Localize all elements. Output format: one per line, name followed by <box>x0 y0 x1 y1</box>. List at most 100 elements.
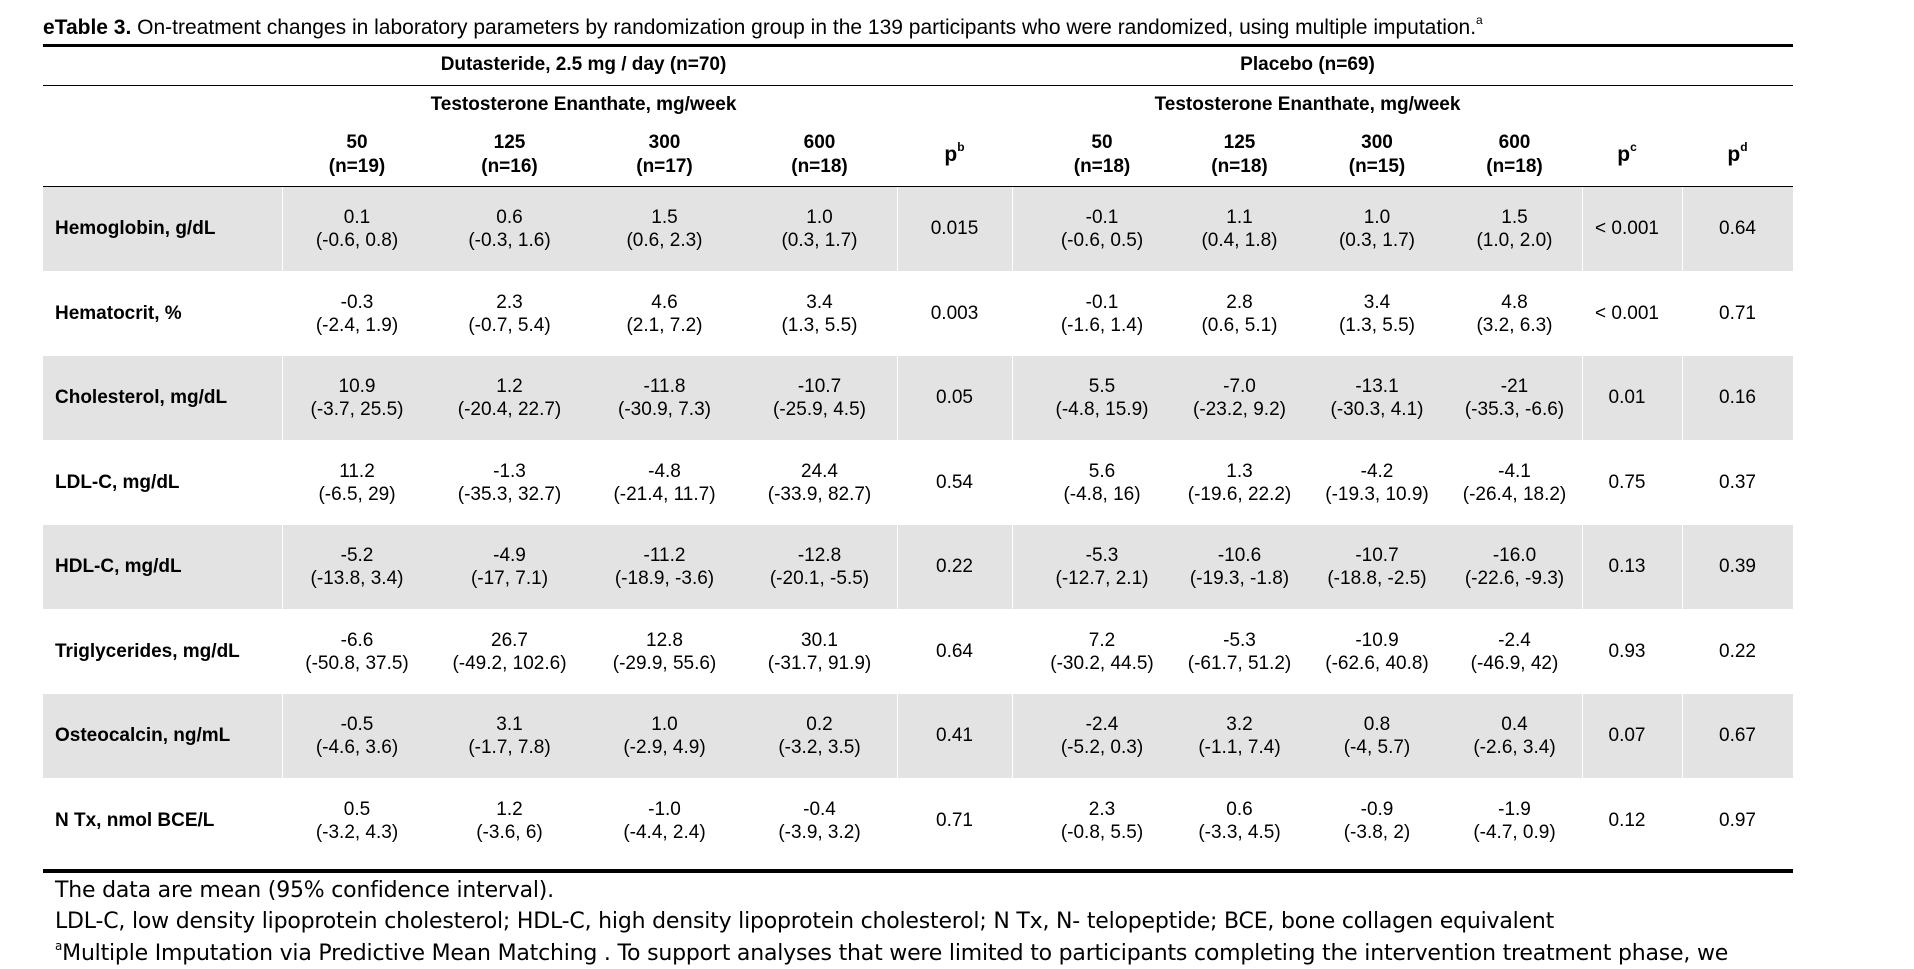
confidence-interval: (-0.7, 5.4) <box>468 314 551 336</box>
mean-value: -0.1 <box>1085 291 1119 313</box>
footnote-a-mark: a <box>55 939 63 953</box>
column-divider <box>897 778 898 863</box>
confidence-interval: (-12.7, 2.1) <box>1055 568 1149 589</box>
row-label: HDL-C, mg/dL <box>55 556 182 577</box>
confidence-interval: (-3.7, 25.5) <box>310 399 404 420</box>
confidence-interval: (-1.1, 7.4) <box>1198 737 1281 758</box>
placebo-125-cell: 1.1 (0.4, 1.8) <box>1172 187 1307 271</box>
p-b-cell: 0.015 <box>930 218 979 239</box>
mean-value: 1.1 <box>1226 207 1253 228</box>
p-c-cell: < 0.001 <box>1595 218 1659 239</box>
confidence-interval: (-50.8, 37.5) <box>305 652 409 674</box>
mean-value: 3.4 <box>1363 291 1391 313</box>
confidence-interval: (-3.8, 2) <box>1343 821 1411 843</box>
mean-value: 4.8 <box>1501 291 1528 313</box>
mean-value: -4.9 <box>493 545 526 566</box>
table-title-footnote-mark: a <box>1476 13 1483 27</box>
confidence-interval: (-62.6, 40.8) <box>1325 652 1429 674</box>
confidence-interval: (-35.3, 32.7) <box>457 483 562 505</box>
placebo-50-cell: -0.1 (-0.6, 0.5) <box>1032 187 1172 271</box>
mean-value: 2.3 <box>1088 798 1116 820</box>
confidence-interval: (-4.7, 0.9) <box>1473 821 1556 843</box>
column-divider <box>897 694 898 778</box>
dutasteride-125-cell: 0.6 (-0.3, 1.6) <box>432 187 587 271</box>
mean-value: 24.4 <box>801 460 838 482</box>
mean-value: -13.1 <box>1355 376 1399 397</box>
confidence-interval: (-18.8, -2.5) <box>1327 568 1427 589</box>
dutasteride-600-cell: 0.2 (-3.2, 3.5) <box>742 694 897 778</box>
mean-value: -7.0 <box>1223 376 1256 397</box>
mean-value: 4.6 <box>651 291 678 313</box>
mean-value: 12.8 <box>646 629 683 651</box>
column-divider <box>1682 778 1683 863</box>
mean-value: 1.5 <box>651 207 678 228</box>
confidence-interval: (0.3, 1.7) <box>1338 230 1416 251</box>
mean-value: -0.5 <box>340 714 374 735</box>
column-divider <box>1582 609 1583 694</box>
confidence-interval: (-2.4, 1.9) <box>315 314 399 336</box>
confidence-interval: (-3.2, 4.3) <box>315 821 399 843</box>
placebo-50-cell: -2.4 (-5.2, 0.3) <box>1032 694 1172 778</box>
mean-value: -2.4 <box>1498 629 1531 651</box>
footnote-a: aMultiple Imputation via Predictive Mean… <box>55 939 1728 969</box>
mean-value: 1.0 <box>651 714 678 735</box>
confidence-interval: (1.0, 2.0) <box>1476 230 1553 251</box>
column-divider <box>1682 525 1683 609</box>
placebo-600-cell: -1.9 (-4.7, 0.9) <box>1447 779 1582 863</box>
table-row: Hematocrit, % -0.3 (-2.4, 1.9) 2.3 (-0.7, 5.… <box>43 271 1793 356</box>
group-header-placebo: Placebo (n=69) <box>1240 54 1375 75</box>
col-head-dut-50: 50 (n=19) <box>282 131 432 179</box>
row-label: Hematocrit, % <box>55 302 182 324</box>
confidence-interval: (-22.6, -9.3) <box>1464 568 1565 589</box>
placebo-300-cell: 3.4 (1.3, 5.5) <box>1307 272 1447 356</box>
dutasteride-600-cell: 1.0 (0.3, 1.7) <box>742 187 897 271</box>
row-label: Osteocalcin, ng/mL <box>55 725 231 746</box>
header-rule-2 <box>43 186 1793 187</box>
table-row: LDL-C, mg/dL 11.2 (-6.5, 29) -1.3 (-35.3, 32… <box>43 440 1793 525</box>
p-d-cell: 0.97 <box>1719 809 1756 831</box>
mean-value: -0.4 <box>803 798 836 820</box>
confidence-interval: (-0.6, 0.5) <box>1060 230 1144 251</box>
dutasteride-50-cell: -0.5 (-4.6, 3.6) <box>282 694 432 778</box>
placebo-600-cell: -4.1 (-26.4, 18.2) <box>1447 441 1582 525</box>
mean-value: 26.7 <box>491 629 528 651</box>
row-label: N Tx, nmol BCE/L <box>55 809 215 831</box>
table-row: Osteocalcin, ng/mL -0.5 (-4.6, 3.6) 3.1 (-1.… <box>43 694 1793 778</box>
confidence-interval: (-61.7, 51.2) <box>1187 652 1292 674</box>
column-divider <box>1012 271 1013 356</box>
mean-value: -6.6 <box>340 629 374 651</box>
placebo-125-cell: 2.8 (0.6, 5.1) <box>1172 272 1307 356</box>
p-d-cell: 0.39 <box>1719 556 1756 577</box>
column-divider <box>1682 694 1683 778</box>
dutasteride-50-cell: 11.2 (-6.5, 29) <box>282 441 432 525</box>
confidence-interval: (-4.4, 2.4) <box>623 821 706 843</box>
col-n: (n=19) <box>328 156 386 177</box>
table-row: HDL-C, mg/dL -5.2 (-13.8, 3.4) -4.9 (-17, 7.… <box>43 525 1793 609</box>
placebo-600-cell: -2.4 (-46.9, 42) <box>1447 610 1582 694</box>
col-dose: 600 <box>1498 132 1531 153</box>
placebo-600-cell: -16.0 (-22.6, -9.3) <box>1447 525 1582 609</box>
confidence-interval: (2.1, 7.2) <box>626 314 703 336</box>
mean-value: 1.5 <box>1501 207 1528 228</box>
p-c-cell: 0.01 <box>1608 387 1646 408</box>
column-divider <box>282 187 283 271</box>
mean-value: 0.6 <box>1226 798 1253 820</box>
dutasteride-125-cell: -1.3 (-35.3, 32.7) <box>432 441 587 525</box>
table-row: Triglycerides, mg/dL -6.6 (-50.8, 37.5) 26.… <box>43 609 1793 694</box>
mean-value: 3.4 <box>806 291 833 313</box>
column-divider <box>1682 271 1683 356</box>
confidence-interval: (-26.4, 18.2) <box>1462 483 1567 505</box>
mean-value: 0.6 <box>496 207 523 228</box>
col-dose: 50 <box>346 132 368 153</box>
placebo-125-cell: 3.2 (-1.1, 7.4) <box>1172 694 1307 778</box>
col-n: (n=18) <box>791 156 848 177</box>
subheader-dutasteride-dose: Testosterone Enanthate, mg/week <box>430 94 737 115</box>
confidence-interval: (-0.8, 5.5) <box>1060 821 1144 843</box>
confidence-interval: (-35.3, -6.6) <box>1464 399 1565 420</box>
row-label: LDL-C, mg/dL <box>55 471 180 493</box>
confidence-interval: (-23.2, 9.2) <box>1193 399 1286 420</box>
dutasteride-300-cell: 4.6 (2.1, 7.2) <box>587 272 742 356</box>
confidence-interval: (-4.8, 16) <box>1063 483 1141 505</box>
p-d-cell: 0.16 <box>1719 387 1756 408</box>
mean-value: 1.2 <box>496 798 523 820</box>
